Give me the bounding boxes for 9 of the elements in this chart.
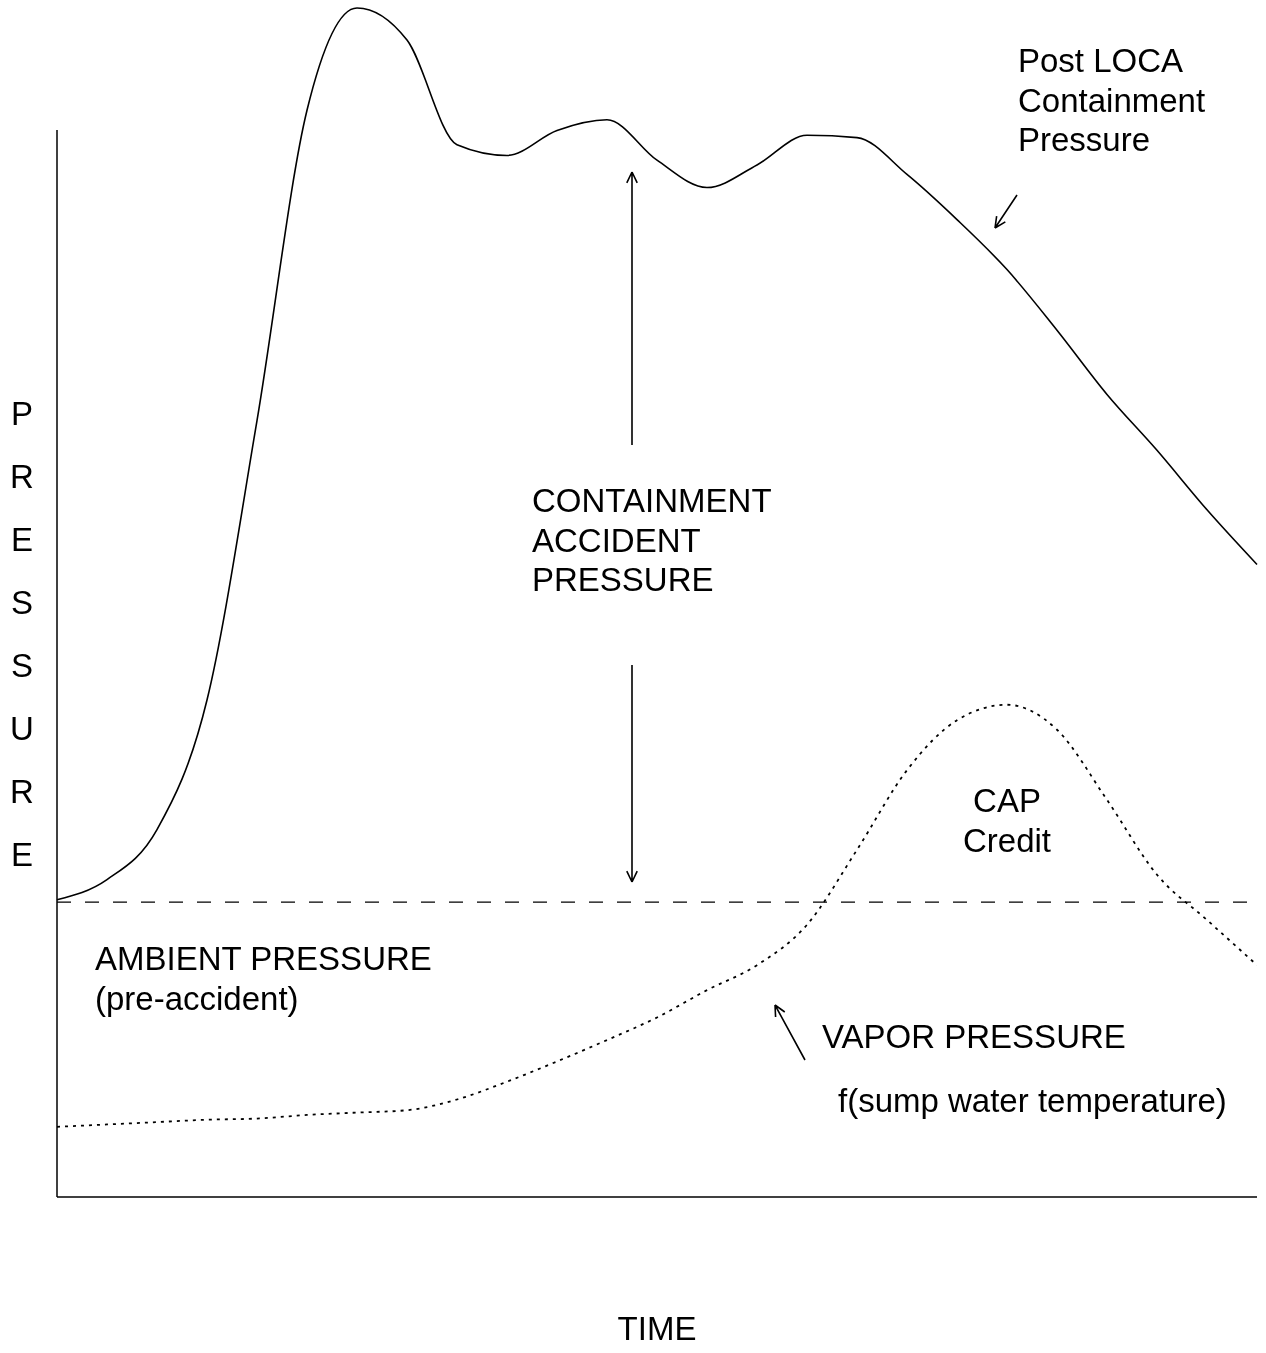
- annotation: CAP Credit: [962, 782, 1052, 859]
- text: Post LOCA Containment Pressure: [1018, 42, 1206, 159]
- text: PRESSURE: [10, 395, 34, 873]
- legend-label: VAPOR PRESSURE: [822, 1018, 1126, 1055]
- ref-line-label: AMBIENT PRESSURE (pre-accident): [95, 940, 432, 1017]
- text: CONTAINMENT ACCIDENT: [532, 482, 772, 559]
- annotation: f(sump water temperature): [838, 1082, 1227, 1119]
- x-axis-title: TIME: [617, 1310, 697, 1347]
- y-axis-title: PRESSURE: [532, 561, 714, 599]
